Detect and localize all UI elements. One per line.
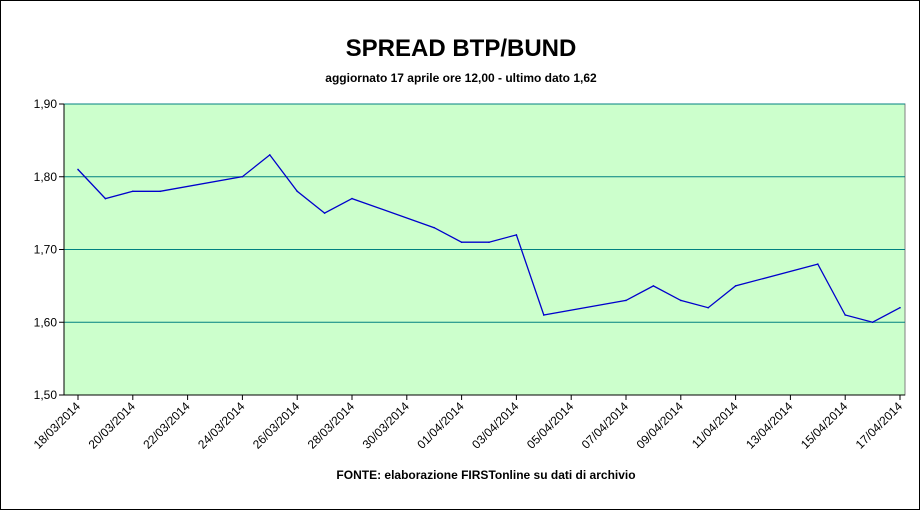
x-tick-label: 01/04/2014 bbox=[414, 399, 467, 452]
series-layer bbox=[77, 153, 901, 324]
gridlines bbox=[64, 103, 905, 323]
x-tick-label: 20/03/2014 bbox=[86, 399, 139, 452]
y-tick-label: 1,50 bbox=[34, 388, 58, 402]
data-point bbox=[652, 285, 655, 287]
y-tick-label: 1,90 bbox=[34, 97, 58, 111]
x-tick-label: 03/04/2014 bbox=[469, 399, 522, 452]
data-point bbox=[488, 241, 490, 244]
data-point bbox=[899, 306, 901, 309]
data-point bbox=[77, 168, 79, 171]
y-tick-label: 1,60 bbox=[34, 315, 58, 329]
x-tick-label: 30/03/2014 bbox=[360, 399, 413, 452]
x-tick-labels: 18/03/2014 20/03/2014 22/03/2014 24/03/2014… bbox=[31, 399, 906, 452]
x-tick-label: 28/03/2014 bbox=[305, 399, 358, 452]
data-point bbox=[159, 190, 161, 193]
data-point bbox=[817, 263, 819, 265]
x-tick-label: 18/03/2014 bbox=[31, 399, 84, 452]
x-tick-label: 24/03/2014 bbox=[195, 399, 248, 452]
x-tick-label: 05/04/2014 bbox=[524, 399, 577, 452]
data-point bbox=[296, 190, 299, 193]
data-point bbox=[460, 241, 463, 244]
data-point bbox=[734, 285, 737, 287]
x-tick-label: 09/04/2014 bbox=[634, 399, 687, 452]
data-point bbox=[543, 314, 545, 316]
axes bbox=[59, 103, 905, 400]
chart-source: FONTE: elaborazione FIRSTonline su dati … bbox=[336, 468, 636, 482]
x-tick-label: 17/04/2014 bbox=[853, 399, 906, 452]
x-tick-label: 26/03/2014 bbox=[250, 399, 303, 452]
data-point bbox=[104, 197, 107, 200]
y-tick-label: 1,80 bbox=[34, 170, 58, 184]
data-point bbox=[433, 226, 436, 229]
data-point bbox=[323, 212, 326, 214]
x-tick-label: 13/04/2014 bbox=[743, 399, 796, 452]
x-tick-label: 11/04/2014 bbox=[689, 399, 741, 451]
y-tick-labels: 1,50 1,60 1,70 1,80 1,90 bbox=[34, 97, 58, 402]
chart-subtitle: aggiornato 17 aprile ore 12,00 - ultimo … bbox=[325, 71, 597, 85]
x-tick-label: 15/04/2014 bbox=[798, 399, 851, 452]
data-point bbox=[844, 314, 846, 316]
data-point bbox=[680, 299, 682, 302]
x-tick-label: 07/04/2014 bbox=[579, 399, 632, 452]
data-point bbox=[132, 190, 134, 193]
data-point bbox=[351, 197, 353, 200]
chart-title: SPREAD BTP/BUND bbox=[345, 35, 577, 62]
x-tick-label: 22/03/2014 bbox=[140, 399, 193, 452]
data-point bbox=[625, 299, 627, 302]
data-point bbox=[707, 306, 709, 309]
data-point bbox=[871, 321, 874, 324]
data-point bbox=[241, 175, 244, 178]
data-point bbox=[269, 154, 271, 156]
y-tick-label: 1,70 bbox=[34, 243, 58, 257]
data-point bbox=[515, 234, 518, 236]
